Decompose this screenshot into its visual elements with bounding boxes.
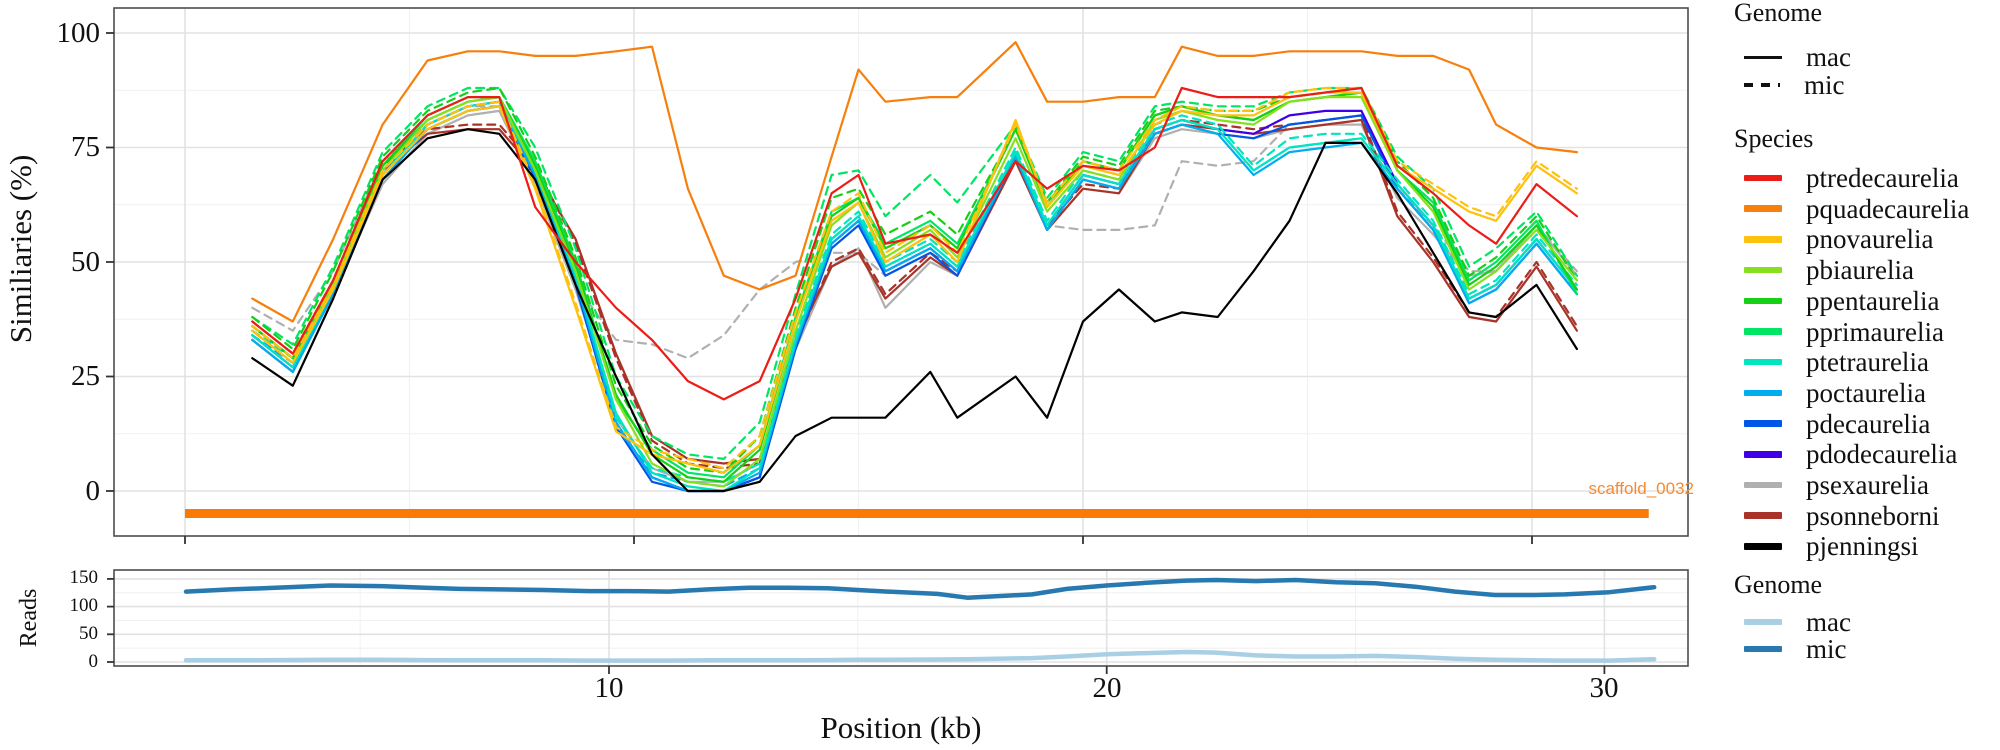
top-y-tick-100: 100	[56, 17, 101, 49]
solid-line-swatch-icon	[1744, 55, 1782, 59]
legend-item-ptetraurelia: ptetraurelia	[1734, 347, 1998, 377]
series-line-psonneborni-mac	[251, 118, 1579, 465]
legend-item-pdodecaurelia: pdodecaurelia	[1734, 439, 1998, 469]
legend-genome-bottom-title: Genome	[1734, 570, 1823, 599]
color-swatch-icon	[1744, 420, 1782, 427]
legend-item-genome-mac: mac	[1734, 42, 1998, 72]
color-swatch-icon	[1744, 451, 1782, 458]
bottom-y-tick-0: 0	[88, 651, 99, 672]
reads-line-mic	[183, 577, 1657, 600]
legend-item-label: ppentaurelia	[1806, 285, 1940, 316]
legend-item-psonneborni: psonneborni	[1734, 501, 1998, 531]
color-swatch-icon	[1744, 512, 1782, 519]
series-line-pjenningsi-mac	[251, 128, 1579, 493]
top-y-tick-25: 25	[71, 360, 100, 392]
bottom-y-axis-title: Reads	[16, 588, 42, 648]
legend-item-pquadecaurelia: pquadecaurelia	[1734, 194, 1998, 224]
legend-item-genome-mic: mic	[1734, 70, 1998, 100]
legend-item-label: mac	[1806, 607, 1851, 637]
color-swatch-icon	[1744, 389, 1782, 397]
legend-species-title: Species	[1734, 124, 1814, 153]
color-swatch-icon	[1744, 358, 1782, 366]
color-swatch-icon	[1744, 174, 1782, 182]
legend-item-label: pdecaurelia	[1806, 408, 1931, 439]
color-swatch-icon	[1744, 481, 1782, 489]
color-swatch-icon	[1744, 328, 1782, 335]
legend-item-label: pprimaurelia	[1806, 316, 1944, 347]
legend-item-label: psexaurelia	[1806, 470, 1929, 500]
series-line-pquadecaurelia-mac	[251, 41, 1579, 323]
color-swatch-icon	[1744, 205, 1782, 212]
legend-item-label: mic	[1804, 70, 1845, 100]
legend-item-label: psonneborni	[1806, 500, 1940, 531]
dashed-line-swatch-icon	[1744, 83, 1780, 87]
color-swatch-icon	[1744, 645, 1782, 653]
bottom-y-tick-100: 100	[69, 595, 99, 616]
scaffold-label: scaffold_0032	[1588, 479, 1694, 498]
legend-item-label: pbiaurelia	[1806, 255, 1914, 286]
legend-item-label: poctaurelia	[1806, 377, 1926, 408]
legend-item-label: ptetraurelia	[1806, 347, 1929, 378]
legend-item-psexaurelia: psexaurelia	[1734, 470, 1998, 500]
legend-item-pdecaurelia: pdecaurelia	[1734, 409, 1998, 439]
legend-genome-top-title: Genome	[1734, 0, 1823, 27]
top-y-axis-title: Similiaries (%)	[3, 154, 38, 344]
series-line-ptredecaurelia-mac	[251, 86, 1579, 401]
x-tick-10: 10	[594, 672, 624, 704]
legend-item-pprimaurelia: pprimaurelia	[1734, 317, 1998, 347]
color-swatch-icon	[1744, 618, 1782, 626]
legend-item-label: mic	[1806, 634, 1847, 664]
x-tick-20: 20	[1092, 672, 1122, 704]
legend-item-pnovaurelia: pnovaurelia	[1734, 224, 1998, 254]
x-axis-title: Position (kb)	[820, 710, 982, 745]
legend-item-poctaurelia: poctaurelia	[1734, 378, 1998, 408]
legend-item-label: mac	[1806, 42, 1851, 72]
color-swatch-icon	[1744, 297, 1782, 305]
series-line-ptetraurelia-mic	[251, 95, 1579, 483]
legend-item-label: pdodecaurelia	[1806, 439, 1958, 470]
bottom-y-tick-150: 150	[69, 567, 99, 588]
legend-item-reads-mic: mic	[1734, 634, 1998, 664]
top-y-tick-50: 50	[71, 246, 100, 278]
legend-item-label: pnovaurelia	[1806, 224, 1934, 255]
bottom-y-tick-50: 50	[79, 623, 98, 644]
legend-item-pjenningsi: pjenningsi	[1734, 531, 1998, 561]
reads-line-mac	[183, 649, 1657, 663]
legend-item-label: ptredecaurelia	[1806, 163, 1959, 193]
top-y-tick-75: 75	[71, 131, 100, 163]
legend-item-label: pjenningsi	[1806, 531, 1919, 562]
legend-item-label: pquadecaurelia	[1806, 193, 1970, 224]
color-swatch-icon	[1744, 266, 1782, 274]
series-line-psexaurelia-mac	[251, 109, 1579, 483]
legend-item-ppentaurelia: ppentaurelia	[1734, 286, 1998, 316]
x-tick-30: 30	[1589, 672, 1619, 704]
legend-item-reads-mac: mac	[1734, 607, 1998, 637]
top-y-tick-0: 0	[85, 475, 101, 507]
series-line-pnovaurelia-mic	[251, 86, 1579, 470]
color-swatch-icon	[1744, 543, 1782, 550]
legend-item-ptredecaurelia: ptredecaurelia	[1734, 163, 1998, 193]
series-line-ptetraurelia-mac	[251, 100, 1579, 493]
legend-item-pbiaurelia: pbiaurelia	[1734, 255, 1998, 285]
color-swatch-icon	[1744, 236, 1782, 243]
